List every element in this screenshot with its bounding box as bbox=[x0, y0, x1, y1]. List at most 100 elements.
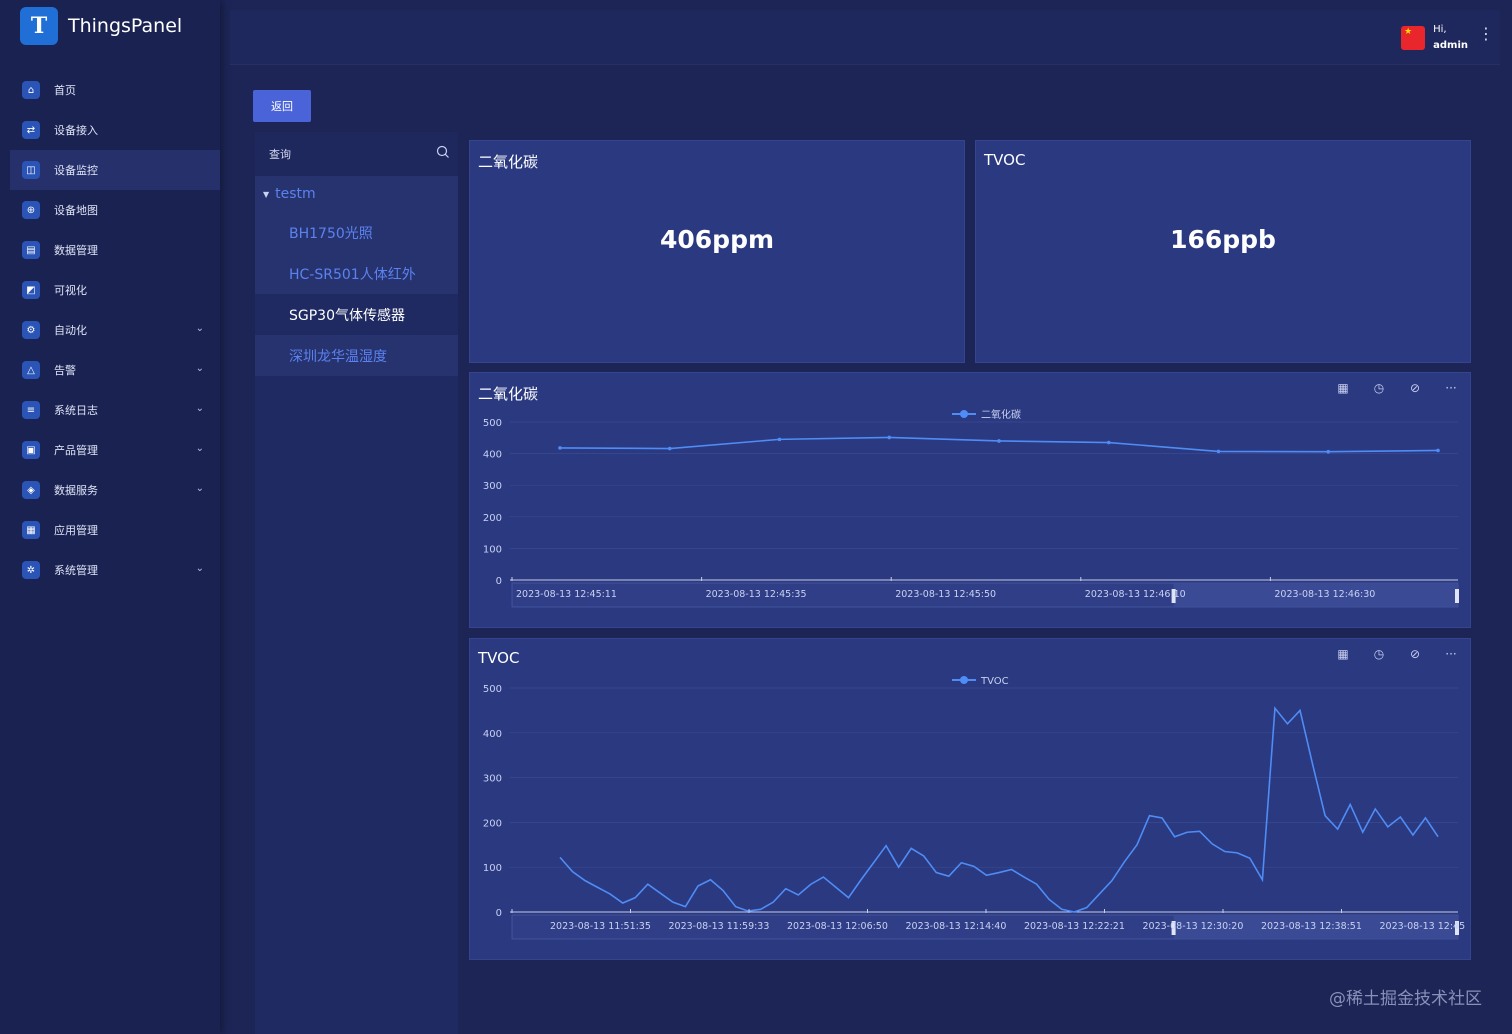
card-title: TVOC bbox=[984, 151, 1026, 169]
chevron-down-icon[interactable]: ⌄ bbox=[195, 563, 204, 574]
card-value: 406ppm bbox=[659, 225, 775, 254]
data-icon: ▤ bbox=[22, 241, 40, 259]
sidebar-item[interactable]: ✲ 系统管理 ⌄ bbox=[10, 550, 220, 590]
legend-marker bbox=[960, 410, 968, 418]
data-point bbox=[1106, 440, 1111, 445]
sidebar-item[interactable]: ◈ 数据服务 ⌄ bbox=[10, 470, 220, 510]
device-tree-panel: 查询 ▼ testm BH1750光照 HC-SR501人体红外 SGP30气体传感… bbox=[255, 132, 458, 1034]
chart-legend: TVOC bbox=[952, 676, 1009, 687]
sidebar-item-label: 产品管理 bbox=[54, 444, 98, 457]
sidebar-item-label: 设备接入 bbox=[54, 124, 98, 137]
device-search[interactable]: 查询 bbox=[255, 132, 458, 176]
co2-line-chart[interactable]: 二氧化碳 0 100 200 300 400 500 2023-08-13 12:45:11 2… bbox=[470, 373, 1472, 629]
search-icon[interactable] bbox=[436, 145, 450, 159]
caret-down-icon[interactable]: ▼ bbox=[263, 189, 270, 199]
x-tick-label: 2023-08-13 12:38:51 bbox=[1261, 921, 1362, 932]
slider-selection bbox=[1173, 583, 1458, 607]
sidebar-item-label: 告警 bbox=[54, 364, 76, 377]
compass-icon[interactable]: ⊘ bbox=[1409, 647, 1421, 661]
compass-icon[interactable]: ⊘ bbox=[1409, 381, 1421, 395]
visualize-icon: ◩ bbox=[22, 281, 40, 299]
sidebar-item[interactable]: ⌂ 首页 bbox=[10, 70, 220, 110]
data-zoom-slider bbox=[511, 914, 1459, 940]
sidebar-item[interactable]: ≡ 系统日志 ⌄ bbox=[10, 390, 220, 430]
calendar-icon[interactable]: ▦ bbox=[1337, 647, 1349, 661]
device-item[interactable]: HC-SR501人体红外 bbox=[255, 253, 458, 294]
sidebar-item[interactable]: ▣ 产品管理 ⌄ bbox=[10, 430, 220, 470]
tvoc-line-chart[interactable]: TVOC 0 100 200 300 400 500 2023-08-13 11:51:35 2… bbox=[470, 639, 1472, 961]
map-icon: ⊕ bbox=[22, 201, 40, 219]
sidebar-item[interactable]: ⚙ 自动化 ⌄ bbox=[10, 310, 220, 350]
x-tick-label: 2023-08-13 12:45:35 bbox=[706, 589, 807, 600]
tvoc-chart-card: TVOC ▦ ◷ ⊘ ··· TVOC 0 100 200 300 400 500 2023-08-… bbox=[469, 638, 1471, 960]
logo[interactable]: T ThingsPanel bbox=[20, 6, 182, 46]
sidebar-item[interactable]: ▦ 应用管理 bbox=[10, 510, 220, 550]
device-access-icon: ⇄ bbox=[22, 121, 40, 139]
x-tick-label: 2023-08-13 12:45:11 bbox=[516, 589, 617, 600]
slider-handle-right bbox=[1455, 921, 1459, 935]
more-horizontal-icon[interactable]: ··· bbox=[1445, 647, 1457, 661]
clock-icon[interactable]: ◷ bbox=[1373, 647, 1385, 661]
card-title: 二氧化碳 bbox=[478, 153, 539, 171]
sidebar-item[interactable]: ◩ 可视化 bbox=[10, 270, 220, 310]
chevron-down-icon[interactable]: ⌄ bbox=[195, 483, 204, 494]
user-info[interactable]: Hi, admin bbox=[1401, 22, 1468, 54]
calendar-icon[interactable]: ▦ bbox=[1337, 381, 1349, 395]
sidebar-item-label: 首页 bbox=[54, 84, 76, 97]
y-tick-label: 100 bbox=[483, 863, 502, 874]
sidebar-item-label: 数据管理 bbox=[54, 244, 98, 257]
data-point bbox=[1436, 448, 1440, 453]
slider-handle-left bbox=[1171, 589, 1176, 603]
x-tick-label: 2023-08-13 11:51:35 bbox=[550, 921, 651, 932]
device-item[interactable]: 深圳龙华温湿度 bbox=[255, 335, 458, 376]
username: admin bbox=[1433, 40, 1468, 51]
top-header: Hi, admin ⋮ bbox=[230, 10, 1500, 65]
slider-handle-right bbox=[1455, 589, 1459, 603]
device-item[interactable]: SGP30气体传感器 bbox=[255, 294, 458, 335]
search-input[interactable]: 查询 bbox=[269, 148, 291, 161]
x-tick-label: 2023-08-13 12:45 bbox=[1380, 921, 1466, 932]
chevron-down-icon[interactable]: ⌄ bbox=[195, 403, 204, 414]
x-tick-label: 2023-08-13 12:22:21 bbox=[1024, 921, 1125, 932]
y-tick-label: 300 bbox=[483, 481, 502, 492]
logo-icon: T bbox=[20, 7, 58, 45]
sidebar-item-label: 系统日志 bbox=[54, 404, 98, 417]
sidebar-item-label: 数据服务 bbox=[54, 484, 98, 497]
chart-title: 二氧化碳 bbox=[478, 385, 539, 403]
china-flag-icon[interactable] bbox=[1401, 26, 1426, 50]
y-tick-label: 100 bbox=[483, 544, 502, 555]
co2-value-card: 二氧化碳 406ppm bbox=[469, 140, 965, 363]
back-button[interactable]: 返回 bbox=[253, 90, 311, 122]
x-tick-label: 2023-08-13 12:46:10 bbox=[1085, 589, 1186, 600]
sidebar-item-label: 设备监控 bbox=[54, 164, 98, 177]
data-zoom-slider bbox=[511, 582, 1459, 608]
y-tick-label: 500 bbox=[483, 418, 502, 429]
sidebar-item[interactable]: ⇄ 设备接入 bbox=[10, 110, 220, 150]
alarm-icon: △ bbox=[22, 361, 40, 379]
sidebar-item[interactable]: ⊕ 设备地图 bbox=[10, 190, 220, 230]
x-tick-label: 2023-08-13 11:59:33 bbox=[669, 921, 770, 932]
device-item[interactable]: BH1750光照 bbox=[255, 212, 458, 253]
data-point bbox=[777, 437, 782, 442]
chart-legend: 二氧化碳 bbox=[952, 408, 1021, 421]
product-icon: ▣ bbox=[22, 441, 40, 459]
app-icon: ▦ bbox=[22, 521, 40, 539]
slider-selection bbox=[1173, 915, 1458, 939]
sidebar-item[interactable]: △ 告警 ⌄ bbox=[10, 350, 220, 390]
sidebar-item-label: 系统管理 bbox=[54, 564, 98, 577]
card-value: 166ppb bbox=[1170, 225, 1276, 254]
more-vertical-icon[interactable]: ⋮ bbox=[1478, 24, 1494, 43]
y-tick-label: 300 bbox=[483, 774, 502, 785]
clock-icon[interactable]: ◷ bbox=[1373, 381, 1385, 395]
sidebar-item[interactable]: ◫ 设备监控 bbox=[10, 150, 220, 190]
data-service-icon: ◈ bbox=[22, 481, 40, 499]
automation-icon: ⚙ bbox=[22, 321, 40, 339]
x-tick-label: 2023-08-13 12:45:50 bbox=[895, 589, 996, 600]
chevron-down-icon[interactable]: ⌄ bbox=[195, 363, 204, 374]
more-horizontal-icon[interactable]: ··· bbox=[1445, 381, 1457, 395]
tree-group[interactable]: ▼ testm bbox=[255, 176, 458, 212]
chevron-down-icon[interactable]: ⌄ bbox=[195, 323, 204, 334]
watermark: @稀土掘金技术社区 bbox=[1329, 989, 1482, 1009]
sidebar-item[interactable]: ▤ 数据管理 bbox=[10, 230, 220, 270]
chevron-down-icon[interactable]: ⌄ bbox=[195, 443, 204, 454]
